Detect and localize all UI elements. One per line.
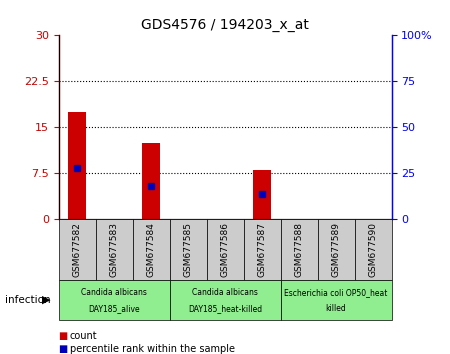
Text: Candida albicans: Candida albicans [81,288,147,297]
Text: GSM677589: GSM677589 [332,222,341,277]
Text: GSM677583: GSM677583 [109,222,118,277]
Bar [142,143,160,219]
Text: GSM677582: GSM677582 [72,222,81,277]
Text: DAY185_alive: DAY185_alive [88,304,140,314]
Text: ■: ■ [58,331,68,341]
Text: ■: ■ [58,344,68,354]
Text: Candida albicans: Candida albicans [192,288,258,297]
Text: ▶: ▶ [42,295,51,305]
Bar [253,170,271,219]
Text: DAY185_heat-killed: DAY185_heat-killed [188,304,262,314]
Text: GSM677587: GSM677587 [257,222,266,277]
Text: percentile rank within the sample: percentile rank within the sample [70,344,235,354]
Bar [68,112,86,219]
Text: Escherichia coli OP50_heat: Escherichia coli OP50_heat [284,288,388,297]
Text: GSM677590: GSM677590 [369,222,378,277]
Text: count: count [70,331,97,341]
Text: GSM677584: GSM677584 [147,222,156,277]
Text: killed: killed [326,304,346,314]
Text: GSM677588: GSM677588 [294,222,303,277]
Title: GDS4576 / 194203_x_at: GDS4576 / 194203_x_at [141,18,309,32]
Text: infection: infection [4,295,50,305]
Text: GSM677586: GSM677586 [220,222,230,277]
Text: GSM677585: GSM677585 [184,222,193,277]
